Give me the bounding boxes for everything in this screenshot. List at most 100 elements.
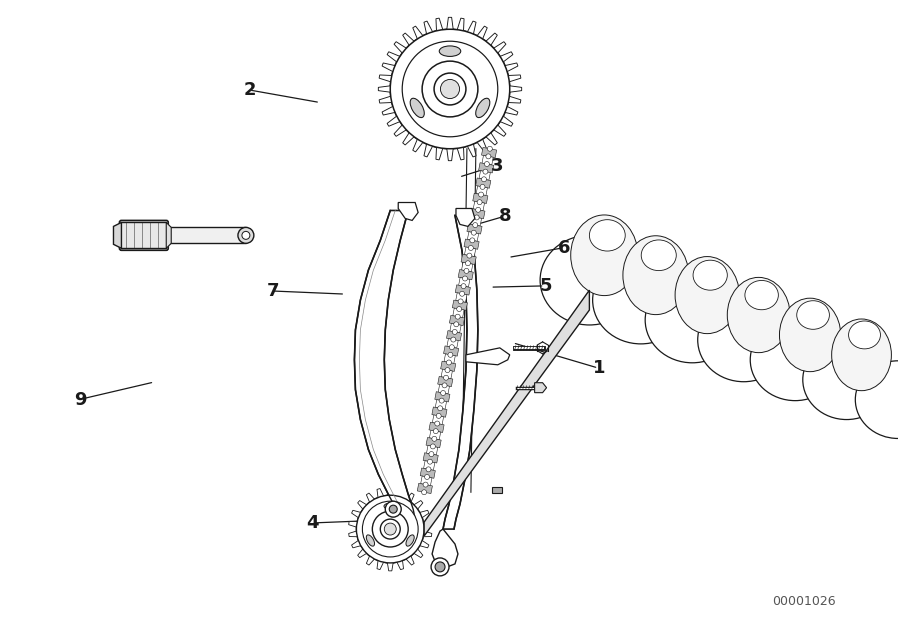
Polygon shape <box>166 227 246 243</box>
Polygon shape <box>504 106 518 115</box>
Polygon shape <box>352 540 362 548</box>
Circle shape <box>430 444 436 449</box>
Circle shape <box>472 223 478 227</box>
Polygon shape <box>476 178 491 188</box>
Polygon shape <box>378 86 392 92</box>
Circle shape <box>242 231 250 239</box>
Ellipse shape <box>641 240 676 271</box>
Circle shape <box>441 391 446 396</box>
Polygon shape <box>441 361 455 371</box>
Text: 9: 9 <box>74 391 86 409</box>
Polygon shape <box>508 86 522 92</box>
Circle shape <box>460 291 464 297</box>
Text: 00001026: 00001026 <box>771 596 835 608</box>
Polygon shape <box>457 146 464 160</box>
Circle shape <box>435 421 440 426</box>
Circle shape <box>465 261 471 265</box>
Polygon shape <box>458 270 473 280</box>
Polygon shape <box>447 338 458 348</box>
Polygon shape <box>446 148 454 161</box>
Polygon shape <box>485 132 498 145</box>
Polygon shape <box>479 171 490 180</box>
Polygon shape <box>476 138 487 152</box>
Polygon shape <box>424 21 433 35</box>
Polygon shape <box>438 384 449 394</box>
Polygon shape <box>394 42 407 54</box>
Polygon shape <box>387 116 400 126</box>
Circle shape <box>391 29 509 149</box>
Circle shape <box>439 398 444 403</box>
Circle shape <box>468 246 473 250</box>
Polygon shape <box>464 239 479 250</box>
Polygon shape <box>387 487 393 497</box>
Polygon shape <box>464 247 476 257</box>
Circle shape <box>422 61 478 117</box>
Text: 5: 5 <box>540 277 552 295</box>
Circle shape <box>433 429 438 434</box>
Polygon shape <box>418 483 432 493</box>
Circle shape <box>384 523 396 535</box>
Polygon shape <box>449 316 464 326</box>
Polygon shape <box>450 323 461 333</box>
Polygon shape <box>436 146 443 160</box>
Polygon shape <box>535 383 546 392</box>
Circle shape <box>390 505 397 513</box>
Circle shape <box>391 29 509 149</box>
Polygon shape <box>453 308 464 318</box>
Circle shape <box>458 299 464 304</box>
Polygon shape <box>402 132 415 145</box>
Circle shape <box>431 558 449 576</box>
Polygon shape <box>485 33 498 46</box>
Polygon shape <box>504 63 518 72</box>
Circle shape <box>482 177 487 182</box>
Circle shape <box>487 146 492 151</box>
Polygon shape <box>467 143 476 157</box>
Ellipse shape <box>675 257 739 333</box>
Polygon shape <box>508 96 521 103</box>
Polygon shape <box>424 143 433 157</box>
Circle shape <box>436 413 441 418</box>
Circle shape <box>442 383 447 388</box>
Circle shape <box>428 459 432 464</box>
Polygon shape <box>435 392 450 402</box>
Circle shape <box>445 368 450 373</box>
Text: 2: 2 <box>244 81 256 99</box>
Circle shape <box>483 169 488 174</box>
Polygon shape <box>455 285 471 295</box>
Polygon shape <box>394 124 407 137</box>
Circle shape <box>448 352 453 358</box>
Polygon shape <box>500 52 513 63</box>
Ellipse shape <box>410 98 424 117</box>
Polygon shape <box>446 331 462 341</box>
Circle shape <box>456 307 462 312</box>
Circle shape <box>453 330 457 335</box>
Circle shape <box>423 482 428 487</box>
Polygon shape <box>446 17 454 30</box>
Ellipse shape <box>571 215 638 296</box>
Ellipse shape <box>476 98 490 117</box>
Polygon shape <box>379 96 392 103</box>
Ellipse shape <box>796 301 830 330</box>
Polygon shape <box>461 254 476 265</box>
Polygon shape <box>473 201 484 211</box>
Circle shape <box>472 231 476 235</box>
Polygon shape <box>456 208 475 227</box>
Ellipse shape <box>406 535 414 546</box>
Polygon shape <box>500 116 513 126</box>
Polygon shape <box>423 453 438 463</box>
Ellipse shape <box>832 319 891 391</box>
Circle shape <box>425 474 429 479</box>
Polygon shape <box>453 300 467 311</box>
Polygon shape <box>398 203 418 220</box>
Polygon shape <box>476 186 488 196</box>
Circle shape <box>435 562 445 572</box>
Polygon shape <box>405 493 414 503</box>
Circle shape <box>402 41 498 137</box>
Polygon shape <box>413 138 424 152</box>
Polygon shape <box>470 208 485 218</box>
Polygon shape <box>413 548 423 558</box>
Polygon shape <box>348 531 358 537</box>
Polygon shape <box>472 193 488 203</box>
Ellipse shape <box>623 236 688 314</box>
Polygon shape <box>455 293 467 302</box>
